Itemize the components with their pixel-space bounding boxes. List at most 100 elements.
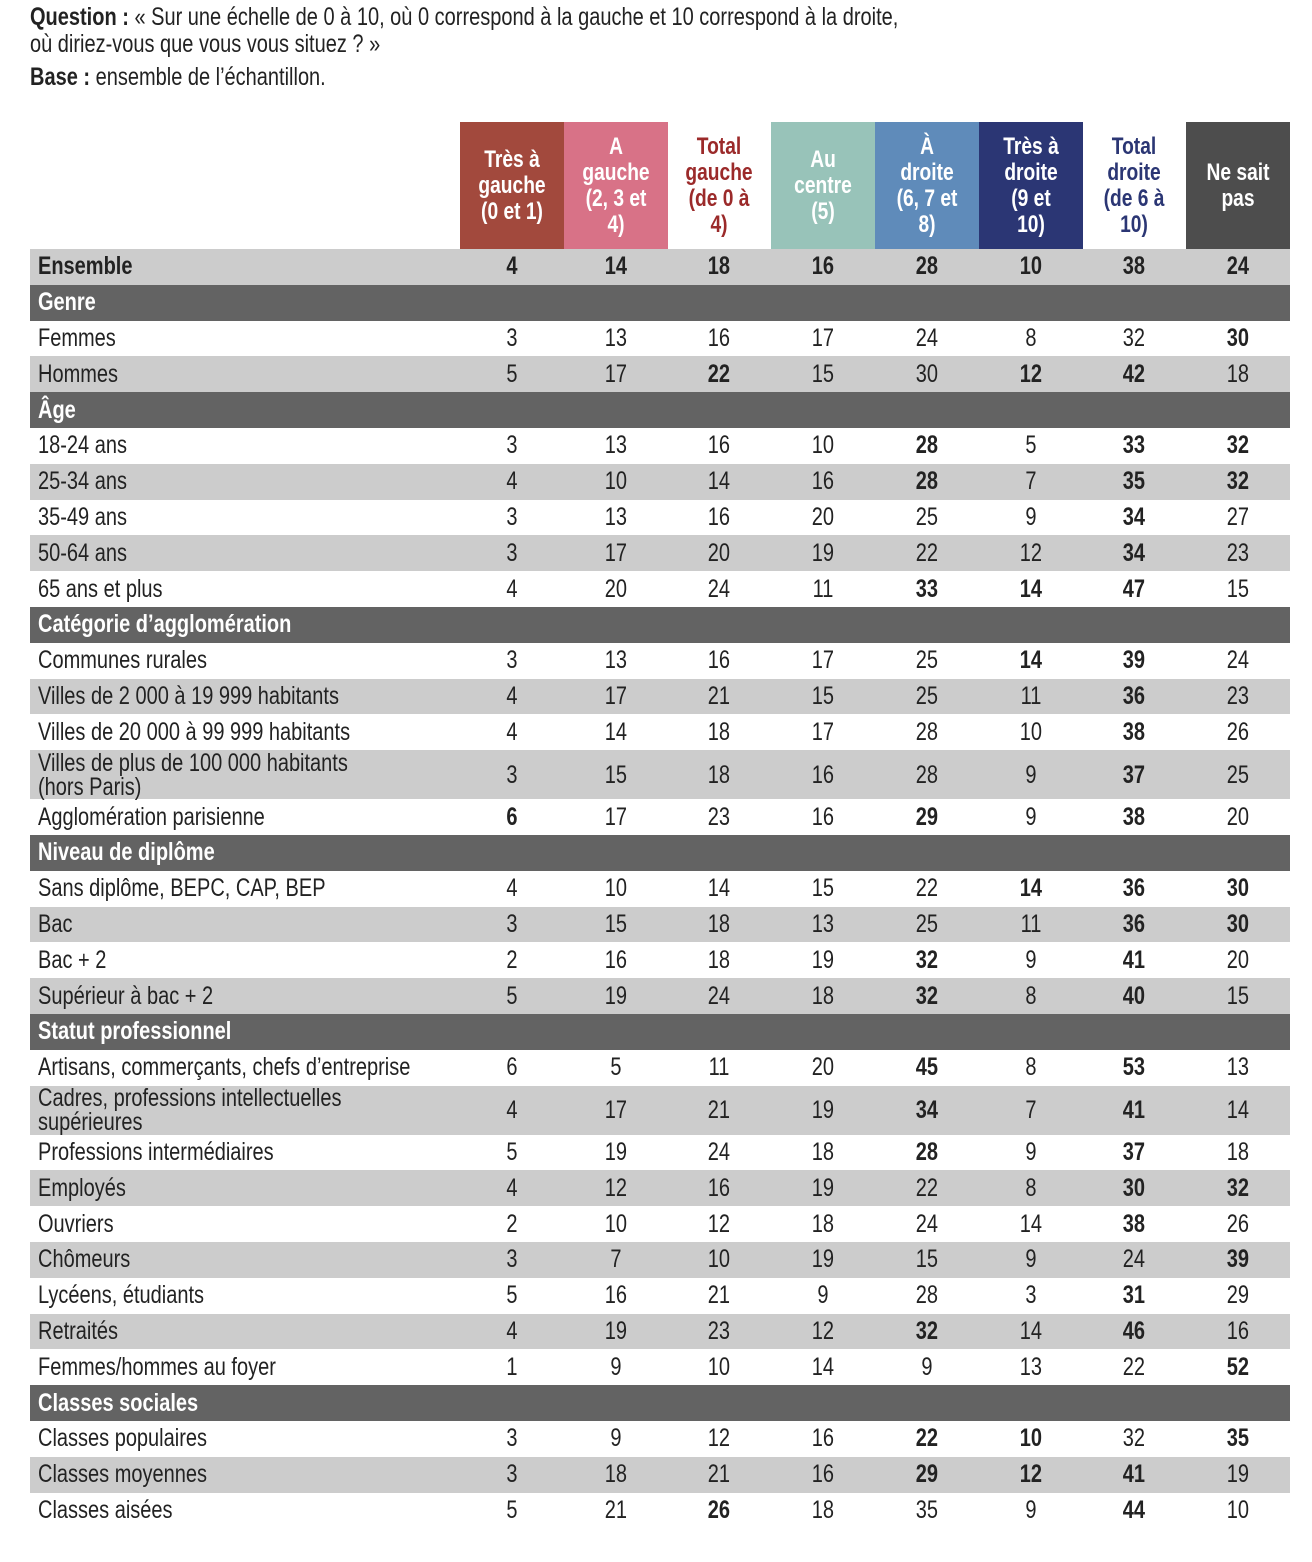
cell-value: 12 — [668, 1424, 772, 1453]
cell-value: 38 — [1083, 252, 1187, 281]
row-label: Bac — [30, 910, 460, 939]
cell-value: 22 — [1083, 1353, 1187, 1382]
cell-value-text: 17 — [604, 681, 627, 710]
cell-value: 30 — [1186, 324, 1290, 353]
cell-value: 25 — [875, 682, 979, 711]
cell-value-text: 26 — [1227, 1209, 1250, 1238]
cell-value-text: 34 — [1123, 502, 1146, 531]
table-row: Classes populaires 3 9 12 16 22 10 32 35 — [30, 1421, 1290, 1457]
cell-value-text: 12 — [1019, 1460, 1042, 1489]
column-header: Au centre (5) — [771, 122, 875, 249]
row-label: 35-49 ans — [30, 503, 460, 532]
row-label-text: Chômeurs — [38, 1245, 131, 1274]
cell-value-text: 16 — [812, 802, 835, 831]
cell-value: 25 — [875, 646, 979, 675]
column-header: Ne sait pas — [1186, 122, 1290, 249]
cell-value-text: 23 — [708, 802, 731, 831]
cell-value-text: 18 — [812, 1209, 835, 1238]
section-header: Statut professionnel — [30, 1013, 1290, 1050]
cell-value: 15 — [1186, 982, 1290, 1011]
cell-value-text: 28 — [915, 252, 938, 281]
cell-value-text: 36 — [1123, 681, 1146, 710]
row-label: Agglomération parisienne — [30, 803, 460, 832]
cell-value-text: 10 — [604, 1209, 627, 1238]
cell-value: 10 — [564, 467, 668, 496]
table-row: Retraités 4 19 23 12 32 14 46 16 — [30, 1313, 1290, 1350]
cell-value-text: 14 — [1019, 1316, 1042, 1345]
table-row: 65 ans et plus 4 20 24 11 33 14 47 15 — [30, 571, 1290, 607]
cell-value-text: 4 — [506, 1316, 518, 1345]
cell-value-text: 9 — [817, 1281, 829, 1310]
cell-value-text: 10 — [1227, 1495, 1250, 1524]
total-row: Ensemble 4 14 18 16 28 10 38 24 — [30, 249, 1290, 285]
cell-value-text: 45 — [915, 1053, 938, 1082]
cell-value: 22 — [668, 360, 772, 389]
cell-value: 10 — [771, 431, 875, 460]
row-label: Hommes — [30, 360, 460, 389]
cell-value: 13 — [771, 910, 875, 939]
cell-value-text: 39 — [1227, 1245, 1250, 1274]
cell-value: 28 — [875, 431, 979, 460]
row-label: Catégorie d’agglomération — [30, 610, 460, 639]
row-label: Femmes — [30, 324, 460, 353]
cell-value: 16 — [668, 324, 772, 353]
table-row: Supérieur à bac + 2 5 19 24 18 32 8 40 15 — [30, 978, 1290, 1014]
cell-value: 30 — [1186, 874, 1290, 903]
cell-value-text: 17 — [604, 359, 627, 388]
cell-value: 9 — [979, 946, 1083, 975]
cell-value-text: 14 — [1019, 1209, 1042, 1238]
cell-value-text: 20 — [708, 538, 731, 567]
cell-value: 4 — [460, 1096, 564, 1125]
cell-value-text: 6 — [506, 802, 518, 831]
cell-value-text: 5 — [506, 1281, 518, 1310]
cell-value-text: 9 — [1025, 1495, 1037, 1524]
cell-value: 12 — [979, 360, 1083, 389]
table-body: Ensemble 4 14 18 16 28 10 38 24 Genre Femmes 3 13 16 1… — [30, 249, 1290, 1528]
cell-value-text: 3 — [506, 909, 518, 938]
cell-value-text: 9 — [1025, 945, 1037, 974]
row-label: Ensemble — [30, 252, 460, 281]
cell-value-text: 3 — [506, 538, 518, 567]
cell-value-text: 20 — [604, 574, 627, 603]
cell-value: 3 — [460, 1245, 564, 1274]
cell-value-text: 4 — [506, 1096, 518, 1125]
cell-value-text: 28 — [915, 1281, 938, 1310]
cell-value-text: 19 — [812, 945, 835, 974]
table-row: Classes moyennes 3 18 21 16 29 12 41 19 — [30, 1456, 1290, 1493]
cell-value-text: 38 — [1123, 802, 1146, 831]
cell-value-text: 13 — [812, 909, 835, 938]
row-label-text: 35-49 ans — [38, 502, 127, 531]
cell-value-text: 8 — [1025, 1173, 1037, 1202]
cell-value-text: 23 — [708, 1316, 731, 1345]
header-blank — [30, 122, 460, 249]
cell-value: 25 — [875, 910, 979, 939]
cell-value: 41 — [1083, 1098, 1187, 1123]
row-label: Supérieur à bac + 2 — [30, 982, 460, 1011]
cell-value-text: 15 — [1227, 981, 1250, 1010]
cell-value: 20 — [771, 503, 875, 532]
cell-value-text: 28 — [915, 467, 938, 496]
cell-value-text: 9 — [1025, 1245, 1037, 1274]
cell-value-text: 21 — [708, 681, 731, 710]
cell-value: 17 — [771, 646, 875, 675]
cell-value-text: 14 — [1019, 874, 1042, 903]
column-header: Total gauche (de 0 à 4) — [667, 122, 772, 249]
row-label: Retraités — [30, 1317, 460, 1346]
cell-value-text: 3 — [506, 431, 518, 460]
cell-value: 10 — [979, 718, 1083, 747]
cell-value-text: 7 — [1025, 467, 1037, 496]
cell-value-text: 25 — [915, 502, 938, 531]
cell-value: 47 — [1083, 575, 1187, 604]
cell-value: 41 — [1083, 946, 1187, 975]
cell-value-text: 32 — [915, 1316, 938, 1345]
row-label: Villes de 2 000 à 19 999 habitants — [30, 682, 460, 711]
cell-value: 3 — [460, 646, 564, 675]
cell-value-text: 10 — [708, 1245, 731, 1274]
row-label-text: Cadres, professions intellectuelles — [38, 1084, 342, 1113]
cell-value-text: 16 — [604, 1281, 627, 1310]
cell-value-text: 31 — [1123, 1281, 1146, 1310]
cell-value: 3 — [460, 431, 564, 460]
cell-value: 17 — [564, 360, 668, 389]
cell-value-text: 32 — [1227, 431, 1250, 460]
cell-value-text: 3 — [506, 502, 518, 531]
